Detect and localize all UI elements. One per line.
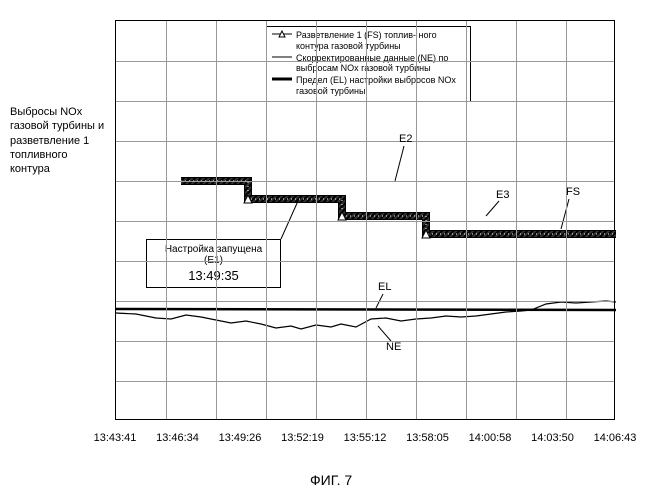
grid-line (116, 221, 614, 222)
grid-line (116, 341, 614, 342)
x-tick-label: 13:46:34 (156, 432, 199, 444)
legend-text: Предел (EL) настройки выбросов NOx газов… (296, 75, 465, 97)
grid-line (366, 21, 367, 419)
series-label-fs: FS (566, 186, 580, 198)
x-tick-label: 13:49:26 (219, 432, 262, 444)
legend-text: Разветвление 1 (FS) топлив- ного контура… (296, 30, 465, 52)
legend-marker-icon (272, 75, 292, 83)
x-tick-label: 13:52:19 (281, 432, 324, 444)
grid-line (116, 261, 614, 262)
series-label-ne: NE (386, 341, 401, 353)
grid-line (266, 21, 267, 419)
x-tick-label: 13:55:12 (344, 432, 387, 444)
chart-plot-area: Разветвление 1 (FS) топлив- ного контура… (115, 20, 615, 420)
x-tick-label: 13:43:41 (94, 432, 137, 444)
grid-line (116, 301, 614, 302)
x-tick-label: 13:58:05 (406, 432, 449, 444)
figure-container: Выбросы NOx газовой турбины и разветвлен… (0, 0, 651, 500)
grid-line (116, 61, 614, 62)
grid-line (416, 21, 417, 419)
series-label-el: EL (378, 281, 391, 293)
series-label-e2: E2 (399, 133, 412, 145)
callout-title: Настройка запущена (E1) (155, 244, 272, 266)
x-tick-label: 14:06:43 (594, 432, 637, 444)
legend-marker-icon (272, 53, 292, 61)
legend-item: Разветвление 1 (FS) топлив- ного контура… (272, 30, 465, 52)
grid-line (516, 21, 517, 419)
x-tick-label: 14:03:50 (531, 432, 574, 444)
callout-time: 13:49:35 (155, 268, 272, 283)
grid-line (116, 381, 614, 382)
grid-line (566, 21, 567, 419)
series-label-e3: E3 (496, 189, 509, 201)
grid-line (116, 181, 614, 182)
grid-line (166, 21, 167, 419)
y-axis-label: Выбросы NOx газовой турбины и разветвлен… (10, 105, 105, 176)
grid-line (466, 21, 467, 419)
grid-line (216, 21, 217, 419)
legend-item: Скорректированные данные (NE) по выброса… (272, 53, 465, 75)
x-tick-label: 14:00:58 (469, 432, 512, 444)
grid-line (116, 101, 614, 102)
figure-caption: ФИГ. 7 (310, 472, 352, 488)
legend-marker-icon (272, 30, 292, 38)
legend-text: Скорректированные данные (NE) по выброса… (296, 53, 465, 75)
chart-legend: Разветвление 1 (FS) топлив- ного контура… (266, 26, 471, 102)
grid-line (116, 141, 614, 142)
grid-line (316, 21, 317, 419)
legend-item: Предел (EL) настройки выбросов NOx газов… (272, 75, 465, 97)
